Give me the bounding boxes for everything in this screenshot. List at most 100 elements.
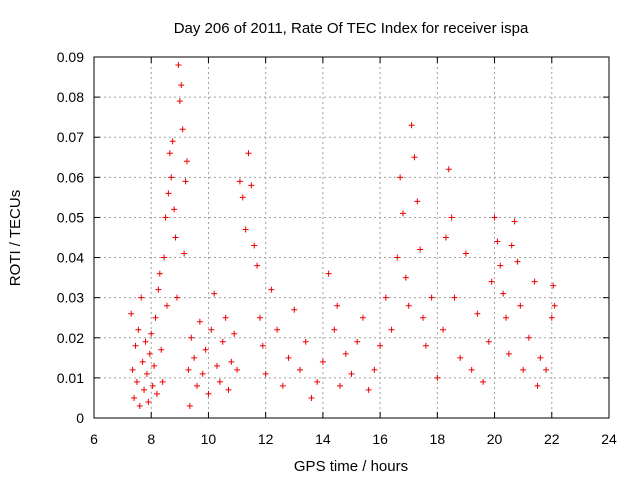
data-point	[531, 278, 538, 285]
data-point	[142, 338, 149, 345]
data-point	[279, 382, 286, 389]
data-point	[188, 334, 195, 341]
data-point	[146, 350, 153, 357]
data-point	[194, 382, 200, 389]
data-point	[511, 218, 518, 225]
data-point	[208, 326, 215, 333]
data-point	[551, 302, 558, 309]
data-point	[537, 354, 544, 361]
data-point	[129, 366, 136, 373]
data-point	[514, 258, 521, 265]
x-tick-label: 18	[430, 431, 446, 447]
data-point	[183, 158, 190, 165]
data-point	[143, 370, 150, 377]
data-point	[474, 310, 481, 317]
data-point	[153, 390, 160, 397]
data-point	[199, 370, 206, 377]
data-point	[491, 214, 498, 221]
data-point	[417, 246, 424, 253]
data-point	[231, 330, 238, 337]
data-point	[131, 394, 138, 401]
data-point	[534, 382, 541, 389]
data-point	[359, 314, 366, 321]
y-tick-label: 0.09	[57, 49, 84, 65]
data-point	[156, 270, 163, 277]
x-tick-label: 8	[147, 431, 155, 447]
y-axis-label: ROTI / TECUs	[7, 190, 24, 286]
data-point	[371, 366, 378, 373]
data-point	[219, 338, 226, 345]
data-point	[414, 198, 421, 205]
data-point	[525, 334, 532, 341]
data-point	[382, 294, 389, 301]
data-point	[179, 126, 186, 133]
data-point	[133, 378, 140, 385]
data-point	[405, 302, 412, 309]
data-point	[354, 338, 361, 345]
data-point	[239, 194, 246, 201]
data-point	[291, 306, 298, 313]
data-point	[422, 342, 429, 349]
data-point	[216, 378, 223, 385]
data-point	[248, 182, 255, 189]
data-point	[508, 242, 515, 249]
data-point	[178, 82, 185, 89]
data-point	[152, 314, 159, 321]
data-point	[434, 374, 441, 381]
data-point	[397, 174, 404, 181]
data-point	[550, 282, 557, 289]
data-point	[222, 314, 229, 321]
data-point	[145, 398, 152, 405]
data-point	[205, 390, 212, 397]
data-point	[163, 302, 170, 309]
grid-lines	[94, 57, 609, 418]
data-point	[457, 354, 464, 361]
data-point	[402, 274, 409, 281]
data-point	[159, 378, 166, 385]
data-point	[242, 226, 249, 233]
data-point	[325, 270, 332, 277]
data-point	[308, 394, 315, 401]
data-point	[297, 366, 303, 373]
x-tick-label: 24	[601, 431, 617, 447]
data-point	[136, 402, 143, 409]
data-point	[139, 358, 146, 365]
data-point	[334, 302, 341, 309]
data-point	[319, 358, 326, 365]
y-tick-label: 0.05	[57, 209, 84, 225]
data-point	[135, 326, 142, 333]
data-point	[245, 150, 252, 157]
data-point	[254, 262, 261, 269]
data-point	[151, 362, 158, 369]
chart-title: Day 206 of 2011, Rate Of TEC Index for r…	[174, 20, 529, 37]
data-point	[175, 62, 182, 69]
data-point	[148, 330, 155, 337]
x-tick-label: 14	[315, 431, 331, 447]
data-point	[196, 318, 203, 325]
data-point	[348, 370, 355, 377]
data-point	[211, 290, 218, 297]
data-point	[388, 326, 395, 333]
data-point	[480, 378, 487, 385]
data-point	[503, 314, 509, 321]
data-point	[274, 326, 281, 333]
x-tick-label: 10	[201, 431, 217, 447]
data-point	[411, 154, 418, 161]
data-point	[285, 354, 292, 361]
data-point	[173, 294, 180, 301]
x-tick-label: 16	[372, 431, 388, 447]
data-point	[394, 254, 401, 261]
data-point	[365, 386, 372, 393]
data-point	[162, 214, 169, 221]
x-axis-label: GPS time / hours	[294, 458, 408, 475]
axis-ticks	[93, 56, 610, 419]
x-tick-label: 22	[544, 431, 560, 447]
data-point	[186, 402, 193, 409]
data-point	[505, 350, 512, 357]
data-point	[214, 362, 221, 369]
data-point	[259, 342, 266, 349]
data-point	[225, 386, 232, 393]
data-point	[428, 294, 435, 301]
data-point	[185, 366, 192, 373]
